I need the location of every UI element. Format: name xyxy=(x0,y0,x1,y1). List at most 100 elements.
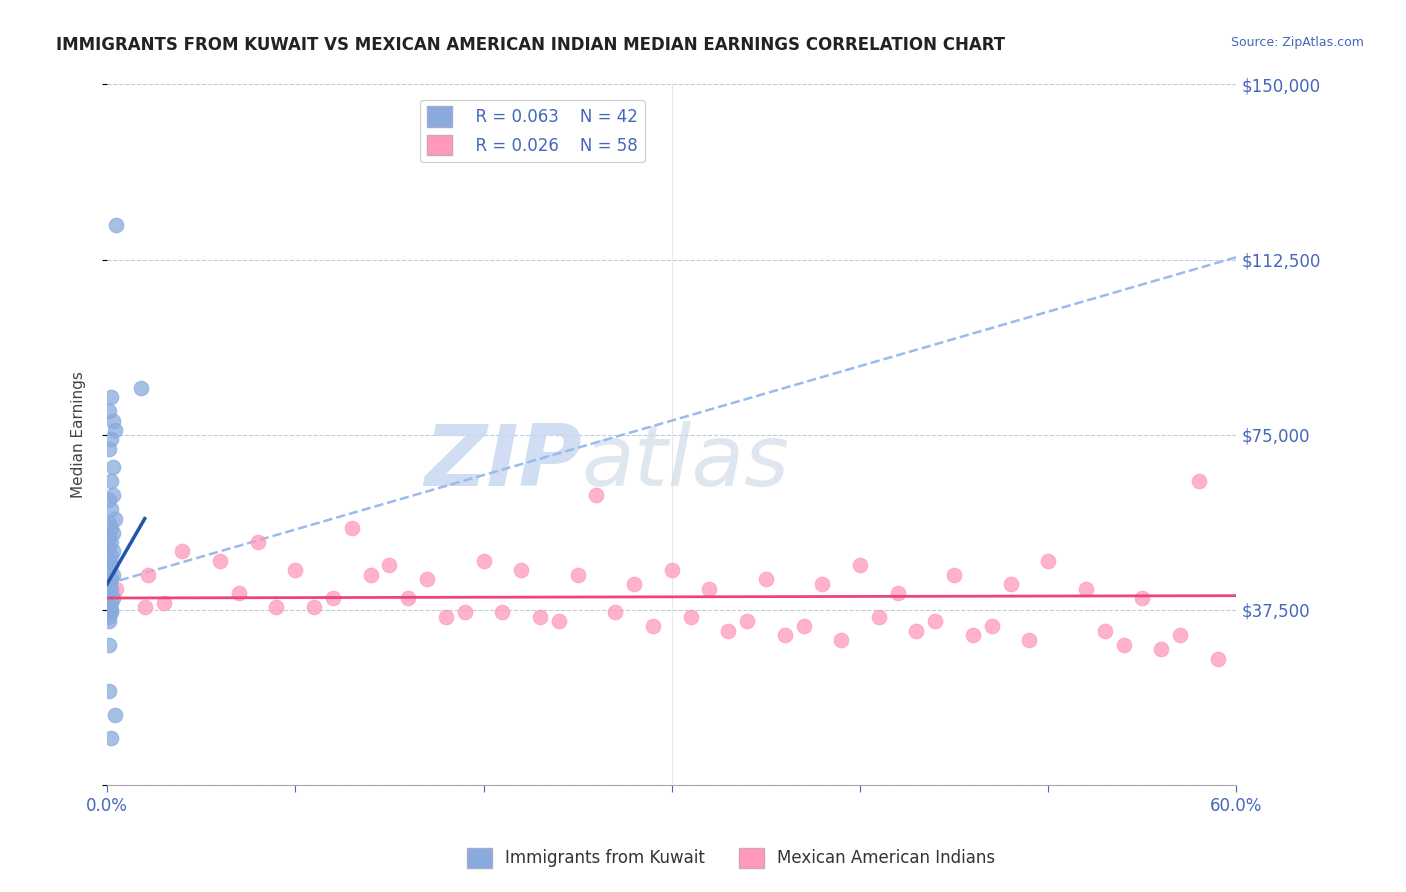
Point xyxy=(679,609,702,624)
Point xyxy=(104,511,127,525)
Point xyxy=(284,563,307,577)
Point xyxy=(717,624,740,638)
Point xyxy=(97,615,120,629)
Point xyxy=(97,602,120,616)
Text: atlas: atlas xyxy=(582,421,789,504)
Point xyxy=(97,530,120,544)
Point xyxy=(302,600,325,615)
Point xyxy=(246,535,269,549)
Text: IMMIGRANTS FROM KUWAIT VS MEXICAN AMERICAN INDIAN MEDIAN EARNINGS CORRELATION CH: IMMIGRANTS FROM KUWAIT VS MEXICAN AMERIC… xyxy=(56,36,1005,54)
Point xyxy=(661,563,683,577)
Point xyxy=(105,582,128,596)
Point xyxy=(101,525,124,540)
Point xyxy=(943,567,966,582)
Point xyxy=(97,586,120,600)
Point xyxy=(868,609,890,624)
Point xyxy=(152,596,174,610)
Point xyxy=(100,605,122,619)
Point xyxy=(97,609,120,624)
Point xyxy=(97,516,120,531)
Point xyxy=(105,218,128,232)
Point xyxy=(97,442,120,456)
Point xyxy=(100,390,122,404)
Point xyxy=(101,567,124,582)
Text: ZIP: ZIP xyxy=(423,421,582,504)
Point xyxy=(100,731,122,745)
Point xyxy=(378,558,401,573)
Point xyxy=(1150,642,1173,657)
Point xyxy=(101,460,124,475)
Point xyxy=(1094,624,1116,638)
Point xyxy=(97,554,120,568)
Point xyxy=(97,563,120,577)
Point xyxy=(100,602,122,616)
Point xyxy=(585,488,607,502)
Point xyxy=(134,600,156,615)
Point xyxy=(97,600,120,615)
Point xyxy=(360,567,382,582)
Point xyxy=(1168,628,1191,642)
Point xyxy=(434,609,457,624)
Text: Source: ZipAtlas.com: Source: ZipAtlas.com xyxy=(1230,36,1364,49)
Point xyxy=(100,502,122,516)
Point xyxy=(97,684,120,698)
Point xyxy=(924,615,946,629)
Point xyxy=(510,563,533,577)
Point xyxy=(100,558,122,573)
Point xyxy=(208,554,231,568)
Point xyxy=(699,582,721,596)
Point xyxy=(623,577,645,591)
Point xyxy=(101,591,124,605)
Point xyxy=(101,544,124,558)
Point xyxy=(811,577,834,591)
Point xyxy=(1206,651,1229,665)
Point xyxy=(100,432,122,446)
Point xyxy=(104,707,127,722)
Point xyxy=(1000,577,1022,591)
Point xyxy=(472,554,495,568)
Legend:   R = 0.063    N = 42,   R = 0.026    N = 58: R = 0.063 N = 42, R = 0.026 N = 58 xyxy=(420,100,645,162)
Point xyxy=(101,414,124,428)
Point xyxy=(886,586,908,600)
Point xyxy=(1130,591,1153,605)
Point xyxy=(97,540,120,554)
Point xyxy=(138,567,160,582)
Point xyxy=(773,628,796,642)
Point xyxy=(100,549,122,563)
Point xyxy=(322,591,344,605)
Point xyxy=(605,605,627,619)
Point xyxy=(129,381,152,395)
Point xyxy=(100,596,122,610)
Point xyxy=(641,619,664,633)
Point xyxy=(567,567,589,582)
Point xyxy=(104,423,127,437)
Point xyxy=(97,638,120,652)
Point xyxy=(454,605,477,619)
Point xyxy=(172,544,194,558)
Point xyxy=(830,633,852,648)
Point xyxy=(100,535,122,549)
Point xyxy=(97,577,120,591)
Point xyxy=(793,619,815,633)
Point xyxy=(1038,554,1060,568)
Point xyxy=(100,475,122,489)
Point xyxy=(980,619,1002,633)
Point xyxy=(529,609,551,624)
Point xyxy=(1074,582,1097,596)
Point xyxy=(340,521,363,535)
Point xyxy=(735,615,758,629)
Point xyxy=(97,404,120,418)
Y-axis label: Median Earnings: Median Earnings xyxy=(72,371,86,498)
Point xyxy=(547,615,569,629)
Point xyxy=(100,521,122,535)
Point xyxy=(1188,475,1211,489)
Point xyxy=(100,582,122,596)
Point xyxy=(962,628,984,642)
Point xyxy=(101,488,124,502)
Point xyxy=(97,492,120,507)
Point xyxy=(755,572,778,586)
Point xyxy=(416,572,439,586)
Point xyxy=(228,586,250,600)
Point xyxy=(905,624,928,638)
Point xyxy=(849,558,872,573)
